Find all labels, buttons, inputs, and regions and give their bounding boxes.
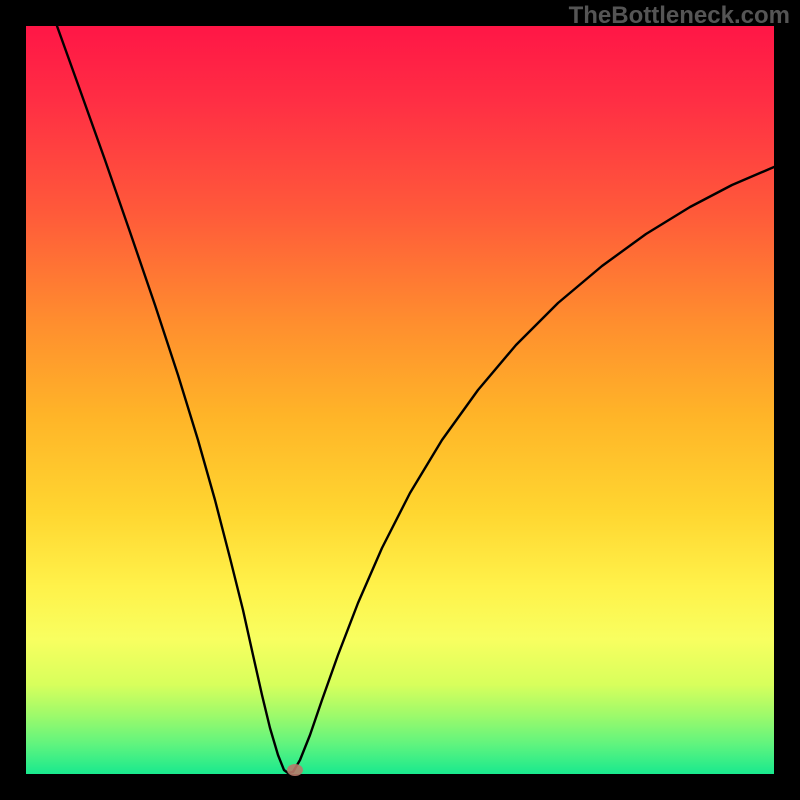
watermark-text: TheBottleneck.com	[569, 2, 790, 30]
chart-frame: TheBottleneck.com	[0, 0, 800, 800]
plot-overlay	[0, 0, 800, 800]
minimum-marker-dot	[287, 764, 303, 776]
bottleneck-curve	[57, 26, 774, 773]
